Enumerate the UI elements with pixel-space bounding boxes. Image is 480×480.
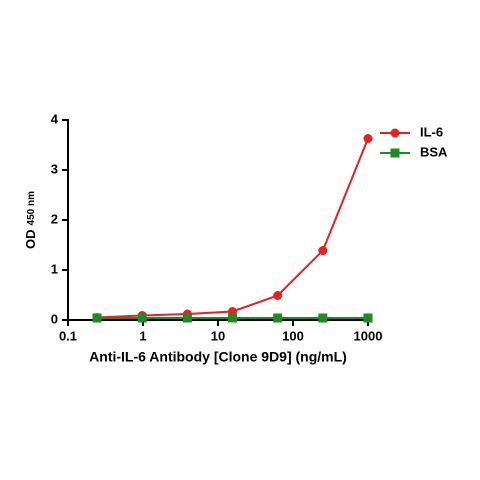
y-tick-label: 3 bbox=[51, 161, 58, 176]
marker bbox=[318, 313, 328, 323]
marker bbox=[182, 313, 192, 323]
x-tick-label: 100 bbox=[282, 328, 304, 343]
marker bbox=[363, 313, 373, 323]
x-tick-label: 10 bbox=[211, 328, 225, 343]
legend-marker bbox=[390, 128, 400, 138]
series-line bbox=[97, 138, 369, 319]
y-tick-label: 1 bbox=[51, 261, 58, 276]
marker bbox=[318, 246, 328, 255]
x-tick-label: 1000 bbox=[354, 328, 383, 343]
y-axis-label-sub: 450 nm bbox=[26, 191, 37, 226]
marker bbox=[137, 313, 147, 323]
y-tick-label: 0 bbox=[51, 311, 58, 326]
legend-label: BSA bbox=[420, 144, 448, 159]
x-tick-label: 0.1 bbox=[59, 328, 77, 343]
legend-marker bbox=[390, 148, 400, 158]
legend-label: IL-6 bbox=[420, 124, 443, 139]
y-axis-label-main: OD bbox=[23, 229, 38, 249]
y-axis-label: OD 450 nm bbox=[23, 191, 38, 249]
x-tick-label: 1 bbox=[139, 328, 146, 343]
marker bbox=[363, 134, 373, 143]
x-axis-label: Anti-IL-6 Antibody [Clone 9D9] (ng/mL) bbox=[89, 349, 347, 365]
marker bbox=[227, 313, 237, 323]
y-tick-label: 2 bbox=[51, 211, 58, 226]
marker bbox=[273, 291, 283, 300]
marker bbox=[92, 313, 102, 323]
y-tick-label: 4 bbox=[51, 111, 59, 126]
marker bbox=[273, 313, 283, 323]
